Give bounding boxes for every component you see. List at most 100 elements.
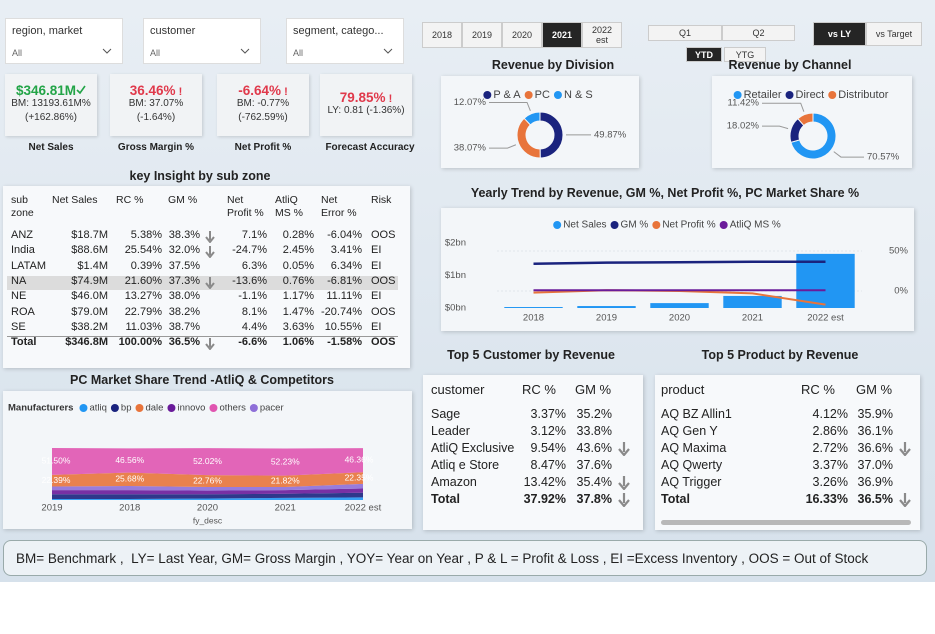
year-button[interactable]: 2019 — [462, 22, 502, 48]
table-cell: 32.0% — [168, 244, 200, 257]
data-label: 46.56% — [115, 455, 144, 465]
table-cell: Total — [11, 336, 37, 349]
table-cell: AQ Gen Y — [661, 424, 718, 438]
legend-label: N & S — [564, 89, 593, 101]
filter-label: region, market — [12, 25, 83, 37]
chart-title: Revenue by Channel — [728, 58, 852, 72]
kpi-label: Net Sales — [28, 142, 74, 153]
leader-line — [762, 125, 789, 130]
table-cell: 4.4% — [241, 320, 267, 333]
table-cell: -6.6% — [238, 336, 267, 349]
table-cell: 35.4% — [576, 475, 612, 489]
table-cell: Leader — [431, 424, 470, 438]
legend-marker — [79, 404, 88, 412]
column-header: GM % — [168, 194, 198, 206]
down-arrow-icon — [618, 493, 630, 507]
column-header: Risk — [371, 194, 392, 206]
table-cell: 25.54% — [124, 244, 162, 257]
period-button[interactable]: YTD — [686, 47, 722, 62]
legend-label: GM % — [621, 220, 649, 231]
legend-label: Net Sales — [563, 220, 606, 231]
x-tick-label: 2018 — [523, 313, 544, 324]
kpi-change: (+162.86%) — [25, 112, 77, 123]
table-cell: NE — [11, 290, 27, 303]
kpi-value: -6.64% ! — [217, 83, 309, 98]
row-highlight — [7, 276, 398, 290]
pie-slice — [523, 111, 541, 126]
table-cell: $79.0M — [71, 305, 108, 318]
table-cell: 0.05% — [282, 259, 314, 272]
table-cell: 38.7% — [168, 320, 200, 333]
legend-label: PC — [535, 89, 550, 101]
table-cell: ANZ — [11, 229, 33, 241]
filter[interactable]: customer All — [143, 18, 261, 64]
legend-marker — [483, 91, 492, 99]
legend-label: Retailer — [744, 89, 782, 101]
table-cell: 21.60% — [124, 274, 162, 287]
table-cell: 3.37% — [530, 407, 566, 421]
year-button[interactable]: 2018 — [422, 22, 462, 48]
table-cell: EI — [371, 320, 382, 333]
table-cell: 36.1% — [857, 424, 893, 438]
table-cell: Total — [661, 492, 690, 506]
column-header: GM % — [575, 382, 612, 397]
down-arrow-icon — [205, 277, 215, 289]
data-label: 11.42% — [727, 98, 759, 109]
down-arrow-icon — [899, 442, 911, 456]
kpi-value-text: 79.85% — [339, 90, 386, 105]
year-button[interactable]: 2020 — [502, 22, 542, 48]
table-cell: 16.33% — [805, 492, 848, 506]
table-cell: 7.1% — [241, 229, 267, 241]
column-header: AtliQ MS % — [275, 194, 304, 220]
period-button[interactable]: YTG — [724, 47, 766, 62]
table-cell: 9.54% — [530, 441, 566, 455]
alert-icon: ! — [281, 86, 288, 98]
table-cell: 3.41% — [330, 244, 362, 257]
kpi-card: 36.46% ! BM: 37.07% (-1.64%) — [110, 74, 202, 136]
kpi-label: Forecast Accuracy — [325, 142, 415, 153]
table-cell: 35.9% — [857, 407, 893, 421]
area — [52, 448, 363, 476]
table-cell: 43.6% — [576, 441, 612, 455]
quarter-button[interactable]: Q1 — [648, 25, 722, 41]
table-cell: 36.5% — [168, 336, 200, 349]
table-cell: $18.7M — [71, 229, 108, 241]
table-cell: AQ BZ Allin1 — [661, 407, 732, 421]
column-header: RC % — [116, 194, 144, 206]
table-cell: 38.2% — [168, 305, 200, 318]
down-arrow-icon — [205, 246, 215, 258]
scrollbar[interactable] — [661, 520, 911, 525]
leader-line — [489, 101, 531, 112]
pie-slice — [539, 111, 564, 159]
table-cell: 0.28% — [282, 229, 314, 241]
table-cell: 37.6% — [576, 458, 612, 472]
table-cell: ROA — [11, 305, 35, 318]
filter-value: All — [293, 48, 304, 58]
table-cell: EI — [371, 259, 382, 272]
table-cell: 33.8% — [576, 424, 612, 438]
kpi-value: 79.85% ! — [320, 90, 412, 105]
quarter-button[interactable]: Q2 — [722, 25, 795, 41]
year-button[interactable]: 2021 — [542, 22, 582, 48]
chevron — [102, 48, 112, 54]
kpi-card: 79.85% ! LY: 0.81 (-1.36%) — [320, 74, 412, 136]
compare-button[interactable]: vs LY — [813, 22, 866, 46]
filter[interactable]: region, market All — [5, 18, 123, 64]
legend-label: atliq — [89, 403, 106, 414]
x-tick-label: 2018 — [119, 503, 140, 514]
legend-marker — [524, 91, 533, 99]
year-button[interactable]: 2022 est — [582, 22, 622, 48]
table-cell: 2.86% — [812, 424, 848, 438]
legend-label: dale — [145, 403, 163, 414]
legend-marker — [719, 221, 728, 229]
data-label: 52.02% — [193, 456, 222, 466]
filter-value: All — [150, 48, 161, 58]
x-tick-label: 2022 est — [807, 313, 844, 324]
column-header: RC % — [522, 382, 556, 397]
table-cell: OOS — [371, 336, 396, 349]
filter[interactable]: segment, catego... All — [286, 18, 404, 64]
table-cell: 10.55% — [324, 320, 362, 333]
compare-button[interactable]: vs Target — [866, 22, 922, 46]
kpi-change: (-762.59%) — [238, 112, 288, 123]
